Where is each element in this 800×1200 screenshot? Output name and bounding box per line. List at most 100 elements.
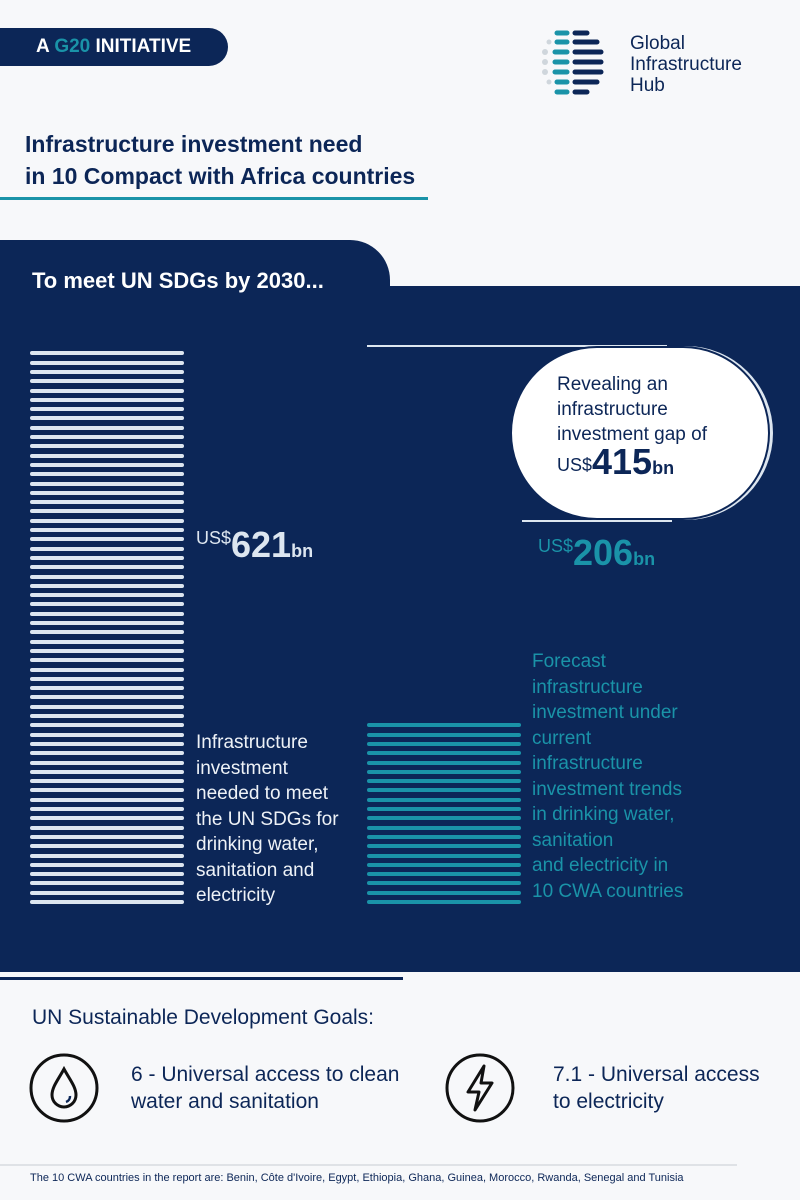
bar-2-stripe <box>367 900 521 904</box>
description-line: sanitation and <box>196 859 315 881</box>
description-line: Infrastructure <box>196 732 308 753</box>
bar-1-stripe <box>30 490 184 495</box>
gap-unit: bn <box>652 458 675 478</box>
page-title: Infrastructure investment need in 10 Comp… <box>25 128 415 192</box>
bar-2-prefix: US$ <box>538 536 574 556</box>
bar-1-stripe <box>30 686 184 691</box>
bar-1-stripe <box>30 676 184 681</box>
bar-1-stripe <box>30 360 184 365</box>
bar-2-stripe <box>367 797 521 802</box>
bar-1-amount: US$621bn <box>196 524 313 566</box>
bar-2-description: Forecast infrastructure investment under cu… <box>532 649 683 904</box>
description-line: investment under <box>532 702 678 723</box>
title-line: Infrastructure investment need <box>25 131 363 157</box>
bar-2-stripe <box>367 760 521 765</box>
bar-2-stripe <box>367 732 521 737</box>
bar-2-stripe <box>367 872 521 877</box>
bar-1-stripe <box>30 621 184 625</box>
bar-2-amount: US$206bn <box>538 532 655 574</box>
bar-1-stripe <box>30 881 184 886</box>
bar-1-stripe <box>30 453 184 458</box>
description-line: and electricity in <box>532 855 669 876</box>
description-line: Forecast <box>532 651 606 672</box>
footnote-divider <box>0 1164 737 1166</box>
bar-1-stripe <box>30 425 184 430</box>
gap-text-line: Revealing an <box>557 374 668 395</box>
gih-logo-icon <box>542 30 604 95</box>
bar-1-prefix: US$ <box>196 528 232 548</box>
logo-wordmark: Global Infrastructure Hub <box>630 33 742 96</box>
bar-1-stripe <box>30 462 184 467</box>
bar-1-stripe <box>30 472 184 477</box>
logo-line: Hub <box>630 75 665 96</box>
bar-1-stripe <box>30 555 184 560</box>
bar-2-stripe <box>367 807 521 811</box>
bar-1-stripe <box>30 397 184 402</box>
lightning-bolt-icon <box>445 1053 515 1123</box>
bar-1-stripe <box>30 760 184 765</box>
bar-1-stripe <box>30 351 184 356</box>
description-line: investment <box>196 757 288 779</box>
bar-1-stripe <box>30 741 184 746</box>
title-line: in 10 Compact with Africa countries <box>25 163 416 189</box>
gap-text-line: infrastructure <box>557 399 668 420</box>
description-line: current <box>532 727 592 749</box>
description-line: 10 CWA countries <box>532 880 684 902</box>
bar-1-stripe <box>30 435 184 439</box>
gap-bubble <box>510 346 770 520</box>
bar-1-unit: bn <box>291 541 314 561</box>
bar-1-stripe <box>30 890 184 895</box>
description-line: infrastructure <box>532 676 643 698</box>
bar-1-stripe <box>30 844 184 849</box>
bar-1-stripe <box>30 862 184 867</box>
bar-2-stripe <box>367 862 521 867</box>
bar-1-description: Infrastructure investment needed to meet th… <box>196 730 339 909</box>
bar-1-stripe <box>30 667 184 672</box>
bar-1-stripe <box>30 788 184 793</box>
water-drop-icon <box>29 1053 99 1123</box>
bar-1-stripe <box>30 630 184 635</box>
gap-value: 415 <box>592 441 653 482</box>
description-line: sanitation <box>532 829 614 851</box>
bar-2-value: 206 <box>573 532 634 573</box>
sdg-item-electricity: 7.1 - Universal access to electricity <box>553 1061 760 1115</box>
bar-1-stripe <box>30 602 184 607</box>
bar-1-value: 621 <box>231 524 292 565</box>
description-line: electricity <box>196 885 276 906</box>
bar-1-stripe <box>30 658 184 663</box>
sdg-text-line: to electricity <box>553 1090 664 1113</box>
bar-2-stripe <box>367 816 521 821</box>
bar-1-stripe <box>30 369 184 374</box>
bar-1-stripe <box>30 407 184 412</box>
bar-1-stripe <box>30 900 184 904</box>
gap-prefix: US$ <box>557 455 593 475</box>
sdg-item-water: 6 - Universal access to clean water and s… <box>131 1061 399 1115</box>
bar-2-stripe <box>367 881 521 886</box>
badge-g20: G20 <box>54 36 91 57</box>
bar-1-stripe <box>30 853 184 858</box>
title-underline <box>0 197 428 200</box>
gap-text: Revealing an infrastructure investment g… <box>557 372 707 481</box>
bar-1-stripe <box>30 388 184 393</box>
bar-2-stripe <box>367 853 521 858</box>
description-line: drinking water, <box>196 834 319 855</box>
bar-2-stripe <box>367 741 521 746</box>
logo-line: Global <box>630 33 685 54</box>
bar-2-stripe <box>367 751 521 756</box>
logo-line: Infrastructure <box>630 54 742 75</box>
bar-2-stripe <box>367 769 521 774</box>
bar-1-stripe <box>30 807 184 811</box>
bar-1-stripe <box>30 648 184 653</box>
bar-1-stripe <box>30 779 184 784</box>
bar-1-stripe <box>30 546 184 551</box>
description-line: needed to meet <box>196 783 329 804</box>
bar-2-stripe <box>367 825 521 830</box>
description-line: the UN SDGs for <box>196 808 339 830</box>
bar-1-stripe <box>30 611 184 616</box>
bar-1-stripe <box>30 509 184 514</box>
bar-2-unit: bn <box>633 549 656 569</box>
bar-1-stripe <box>30 704 184 709</box>
bar-1-stripe <box>30 797 184 802</box>
bar-1-stripe <box>30 500 184 505</box>
sdg-text-line: 6 - Universal access to clean <box>131 1063 400 1086</box>
